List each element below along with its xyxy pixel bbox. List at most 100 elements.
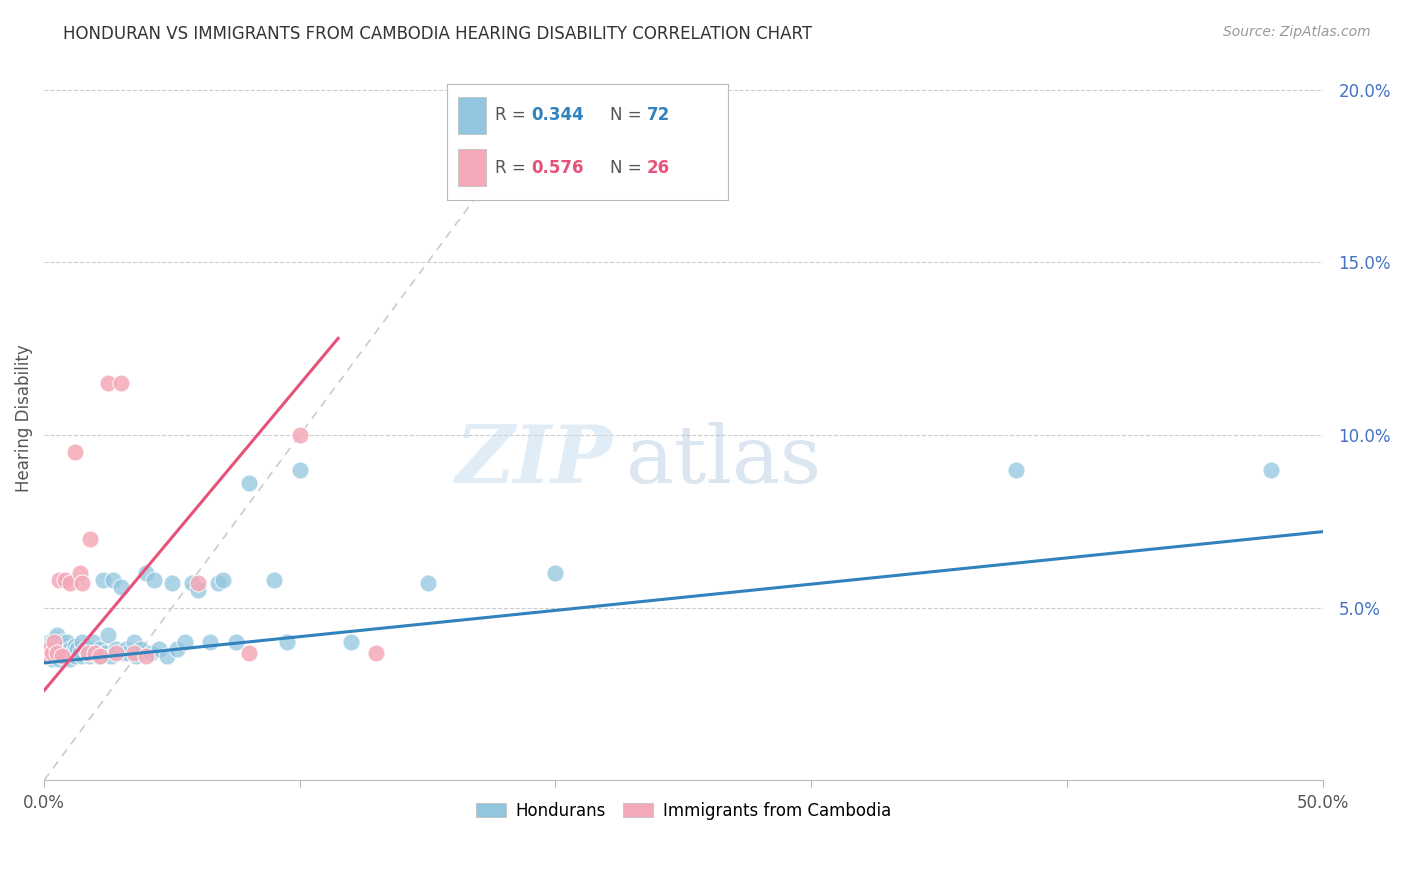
Point <box>41 635 63 649</box>
Point <box>122 646 145 660</box>
Point <box>82 635 104 649</box>
Point <box>416 576 439 591</box>
Point <box>115 642 138 657</box>
Point <box>48 646 70 660</box>
Point <box>125 648 148 663</box>
Point <box>595 169 617 183</box>
Point <box>56 646 79 660</box>
Point <box>48 573 70 587</box>
Point <box>53 573 76 587</box>
Point <box>66 642 89 657</box>
Point <box>76 646 98 660</box>
Point <box>117 646 139 660</box>
Text: HONDURAN VS IMMIGRANTS FROM CAMBODIA HEARING DISABILITY CORRELATION CHART: HONDURAN VS IMMIGRANTS FROM CAMBODIA HEA… <box>63 25 813 43</box>
Point <box>59 642 82 657</box>
Point <box>79 532 101 546</box>
Point <box>60 646 83 660</box>
Point <box>110 376 132 391</box>
Point <box>45 642 67 657</box>
Point <box>110 580 132 594</box>
Point <box>53 639 76 653</box>
Point <box>53 648 76 663</box>
Point <box>340 635 363 649</box>
Point <box>276 635 298 649</box>
Point <box>63 445 86 459</box>
Point <box>45 646 67 660</box>
Point <box>44 635 66 649</box>
Point <box>38 642 60 657</box>
Point <box>288 428 311 442</box>
Point <box>44 642 66 657</box>
Point <box>72 635 94 649</box>
Point <box>73 642 96 657</box>
Point <box>238 476 260 491</box>
Point <box>48 652 70 666</box>
Point <box>97 376 120 391</box>
Point <box>186 583 208 598</box>
Point <box>63 639 86 653</box>
Point <box>288 462 311 476</box>
Point <box>59 652 82 666</box>
Point <box>51 635 73 649</box>
Point <box>51 648 73 663</box>
Point <box>104 646 127 660</box>
Text: Source: ZipAtlas.com: Source: ZipAtlas.com <box>1223 25 1371 39</box>
Point <box>122 635 145 649</box>
Point <box>38 635 60 649</box>
Point <box>69 646 91 660</box>
Legend: Hondurans, Immigrants from Cambodia: Hondurans, Immigrants from Cambodia <box>470 795 897 826</box>
Point <box>35 648 58 663</box>
Point <box>141 646 163 660</box>
Point <box>51 642 73 657</box>
Point <box>59 576 82 591</box>
Point <box>129 642 152 657</box>
Point <box>41 652 63 666</box>
Point <box>94 646 117 660</box>
Point <box>84 646 107 660</box>
Point <box>166 642 188 657</box>
Point <box>72 576 94 591</box>
Point <box>135 648 157 663</box>
Point <box>366 646 388 660</box>
Point <box>44 632 66 646</box>
Point <box>160 576 183 591</box>
Point <box>91 573 114 587</box>
Point <box>143 573 166 587</box>
Point <box>1004 462 1026 476</box>
Point <box>56 635 79 649</box>
Text: atlas: atlas <box>626 422 821 500</box>
Point <box>41 646 63 660</box>
Point <box>72 648 94 663</box>
Point <box>79 648 101 663</box>
Point <box>112 646 135 660</box>
Point <box>207 576 229 591</box>
Point <box>1260 462 1282 476</box>
Point <box>104 642 127 657</box>
Point <box>41 646 63 660</box>
Y-axis label: Hearing Disability: Hearing Disability <box>15 343 32 491</box>
Point <box>45 628 67 642</box>
Point <box>89 648 111 663</box>
Point <box>45 648 67 663</box>
Point <box>186 576 208 591</box>
Point <box>63 648 86 663</box>
Point <box>181 576 204 591</box>
Point <box>544 566 567 581</box>
Point <box>89 642 111 657</box>
Point <box>87 648 110 663</box>
Point <box>100 648 122 663</box>
Point <box>148 642 170 657</box>
Point <box>101 573 124 587</box>
Point <box>76 646 98 660</box>
Point <box>173 635 195 649</box>
Point <box>238 646 260 660</box>
Point <box>263 573 285 587</box>
Point <box>156 648 179 663</box>
Point <box>84 646 107 660</box>
Point <box>38 642 60 657</box>
Point <box>200 635 222 649</box>
Point <box>97 628 120 642</box>
Point <box>79 642 101 657</box>
Text: ZIP: ZIP <box>456 423 613 500</box>
Point <box>212 573 235 587</box>
